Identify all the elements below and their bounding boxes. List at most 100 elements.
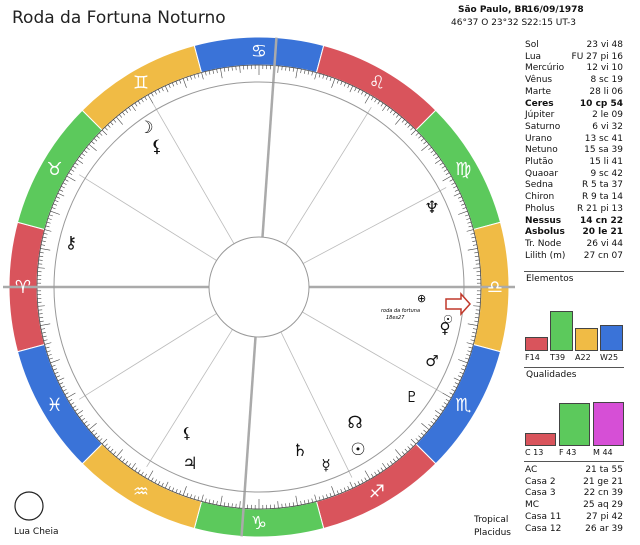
degree-tick (74, 162, 79, 166)
degree-tick (304, 500, 306, 505)
degree-tick (171, 487, 175, 492)
degree-tick (239, 501, 241, 509)
degree-tick (47, 218, 52, 220)
planet-row: Plutão 15 li 41 (525, 157, 623, 168)
degree-tick (382, 104, 387, 112)
planet-name: Saturno (525, 121, 561, 132)
degree-tick (466, 218, 471, 220)
degree-tick (91, 141, 95, 145)
degree-tick (179, 490, 182, 495)
planet-row: Quaoar 9 sc 42 (525, 169, 623, 180)
degree-tick (190, 75, 192, 80)
planet-glyph-icon: ☊ (347, 413, 362, 433)
degree-tick (410, 438, 417, 445)
degree-tick (197, 496, 200, 501)
planet-glyph-icon: ♂ (425, 352, 438, 370)
degree-tick (326, 494, 328, 499)
planet-position: 14 cn 22 (579, 215, 623, 226)
degree-tick (57, 192, 65, 197)
bar-label: F14 (525, 353, 540, 362)
degree-tick (216, 69, 218, 74)
degree-tick (42, 335, 47, 338)
degree-tick (175, 489, 178, 493)
degree-tick (201, 494, 204, 502)
degree-tick (349, 85, 354, 93)
degree-tick (371, 96, 374, 101)
degree-tick (318, 73, 321, 78)
planet-glyphs: ☽⚸⚷♆♀♂♇☊☉♄☿⚸♃☉ (65, 118, 453, 474)
degree-tick (322, 495, 325, 500)
degree-tick (410, 129, 417, 136)
degree-tick (68, 399, 73, 402)
degree-tick (193, 74, 196, 79)
planet-glyph-icon: ☉ (350, 440, 365, 460)
degree-tick (471, 335, 476, 338)
degree-tick (461, 368, 465, 371)
degree-tick (70, 402, 75, 405)
planet-glyph-icon: ♇ (405, 388, 418, 406)
part-fortune-icon: ⊕ (417, 292, 426, 305)
degree-tick (421, 144, 430, 151)
degree-tick (331, 486, 336, 496)
degree-tick (377, 100, 381, 105)
degree-tick (66, 175, 76, 182)
degree-tick (445, 399, 450, 402)
degree-tick (43, 233, 48, 235)
degree-tick (443, 169, 448, 172)
planet-position: FU 27 pi 16 (571, 51, 623, 62)
degree-tick (212, 69, 214, 74)
degree-tick (343, 82, 347, 87)
degree-tick (451, 389, 456, 392)
degree-tick (441, 405, 446, 409)
degree-tick (223, 67, 226, 72)
degree-tick (161, 87, 164, 92)
degree-tick (37, 305, 45, 307)
header-place: São Paulo, BR (458, 5, 529, 15)
degree-tick (41, 240, 46, 242)
degree-tick (59, 382, 64, 385)
angle-axis-line (240, 336, 257, 537)
degree-tick (104, 127, 108, 131)
degree-tick (91, 429, 95, 433)
degree-tick (41, 332, 46, 334)
degree-tick (472, 328, 477, 330)
bar-label: F 43 (559, 448, 577, 457)
degree-tick (59, 189, 64, 192)
degree-tick (74, 408, 79, 412)
degree-tick (144, 473, 147, 478)
center-circle (208, 236, 310, 338)
degree-tick (473, 305, 481, 307)
degree-tick (401, 119, 405, 123)
degree-tick (79, 414, 83, 418)
degree-tick (86, 423, 90, 427)
planet-name: Lilith (m) (525, 250, 566, 261)
zodiac-sign-icon: ♐ (369, 481, 385, 502)
degree-tick (212, 500, 214, 505)
degree-tick (336, 490, 339, 495)
degree-tick (131, 462, 136, 470)
degree-tick (380, 102, 384, 107)
degree-tick (465, 214, 470, 217)
degree-tick (462, 364, 467, 367)
degree-tick (62, 182, 67, 185)
degree-tick (83, 150, 88, 154)
degree-tick (116, 449, 123, 458)
degree-tick (56, 375, 60, 378)
moon-phase-label: Lua Cheia (14, 527, 59, 537)
moon-phase-icon (14, 491, 44, 521)
degree-tick (453, 185, 457, 189)
degree-tick (64, 392, 69, 395)
degree-tick (164, 481, 169, 489)
house-row: AC 21 ta 55 (525, 465, 623, 476)
degree-tick (113, 451, 117, 455)
degree-tick (458, 196, 462, 199)
arrow-icon (445, 292, 472, 316)
degree-tick (318, 496, 321, 501)
degree-tick (48, 214, 53, 217)
degree-tick (343, 487, 347, 492)
degree-tick (420, 432, 425, 436)
degree-tick (147, 94, 154, 104)
degree-tick (122, 111, 126, 116)
planet-glyph-icon: ⚷ (65, 233, 77, 253)
degree-tick (326, 75, 328, 80)
